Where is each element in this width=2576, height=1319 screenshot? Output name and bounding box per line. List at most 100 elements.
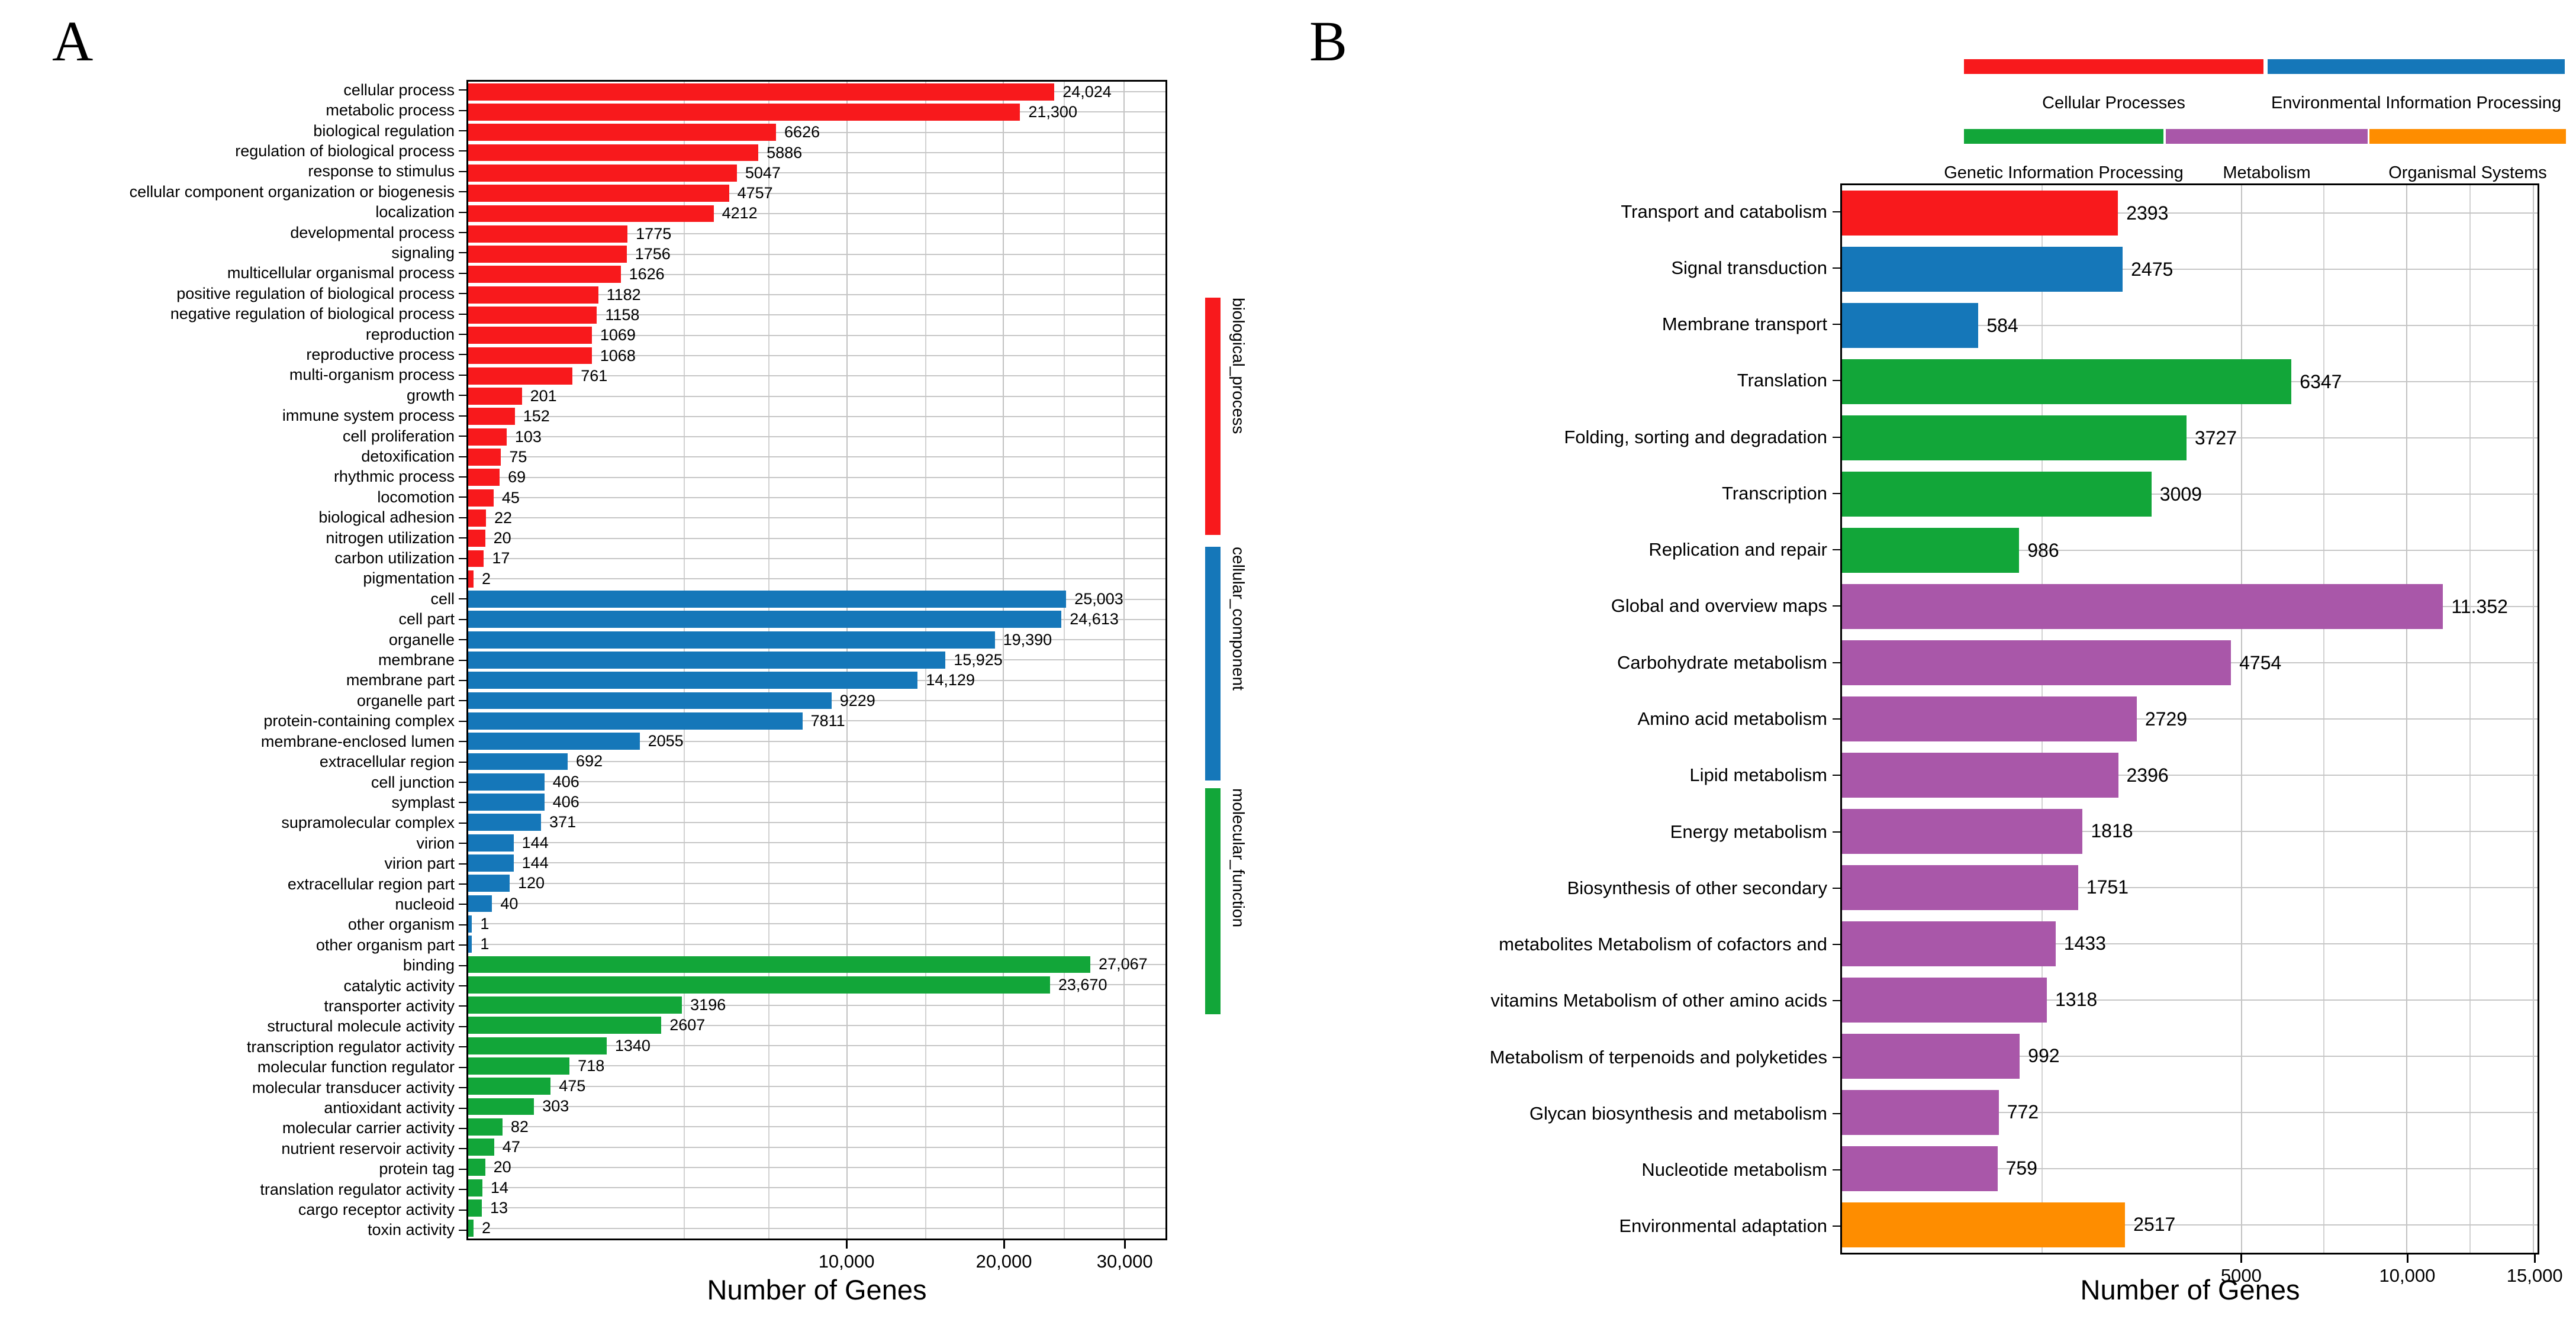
y-axis-tick — [459, 843, 466, 844]
row-gridline — [468, 415, 1165, 417]
category-label: Translation — [1444, 353, 1840, 409]
row-gridline — [468, 294, 1165, 296]
bar-row: 4757 — [468, 183, 1165, 203]
y-axis-tick — [459, 252, 466, 254]
row-gridline — [468, 233, 1165, 235]
panel-a-letter: A — [52, 9, 94, 73]
bar-row: 1626 — [468, 265, 1165, 285]
bar-value-label: 21,300 — [1028, 102, 1077, 121]
bar — [1842, 247, 2123, 292]
y-axis-tick — [459, 741, 466, 743]
bar-row: 23,670 — [468, 975, 1165, 995]
bar-row: 772 — [1842, 1084, 2538, 1140]
bar — [468, 83, 1055, 101]
bar — [1842, 808, 2083, 854]
bar — [468, 976, 1050, 994]
bar — [468, 672, 918, 689]
bar-row: 9229 — [468, 691, 1165, 711]
bar-row: 20 — [468, 528, 1165, 549]
row-gridline — [468, 882, 1165, 884]
bar-row: 371 — [468, 812, 1165, 833]
bar-value-label: 3009 — [2159, 483, 2202, 505]
bar — [468, 509, 486, 527]
y-axis-tick — [459, 130, 466, 132]
bar-value-label: 24,024 — [1062, 82, 1112, 101]
bar-row: 759 — [1842, 1140, 2538, 1197]
legend-label: Metabolism — [2223, 163, 2311, 182]
bar-value-label: 1 — [480, 914, 490, 933]
bar-value-label: 23,670 — [1058, 975, 1107, 994]
category-label: translation regulator activity — [0, 1179, 466, 1199]
y-axis-tick — [459, 1209, 466, 1211]
row-gridline — [1842, 212, 2538, 214]
bar-value-label: 24,613 — [1070, 610, 1119, 628]
facet-strip-cellular-component: cellular_component — [1205, 546, 1282, 781]
bar-row: 27,067 — [468, 954, 1165, 975]
bar-row: 761 — [468, 366, 1165, 386]
panel-b-plot: 2393 2475 584 6347 3727 3009 986 11.352 4754 2729… — [1840, 183, 2539, 1254]
category-label: localization — [0, 202, 466, 222]
bar-row: 3196 — [468, 995, 1165, 1015]
bar — [468, 753, 568, 770]
bar-row: 14 — [468, 1178, 1165, 1198]
bar-row: 1340 — [468, 1036, 1165, 1056]
y-axis-tick — [459, 618, 466, 620]
panel-a-category-labels: cellular process metabolic process biologi… — [0, 80, 466, 1240]
row-gridline — [468, 862, 1165, 864]
panel-b-category-labels: Transport and catabolism Signal transduct… — [1444, 183, 1840, 1254]
row-gridline — [1842, 437, 2538, 439]
row-gridline — [1842, 494, 2538, 495]
y-axis-tick — [459, 904, 466, 905]
bar-row: 22 — [468, 508, 1165, 528]
bar — [468, 692, 832, 710]
facet-strip-color-bar — [1205, 788, 1221, 1014]
y-axis-tick — [459, 782, 466, 783]
bar-value-label: 45 — [501, 488, 520, 507]
legend-label: Environmental Information Processing — [2271, 93, 2562, 112]
bar — [468, 773, 545, 791]
bar-value-label: 4757 — [737, 184, 773, 202]
bar — [468, 875, 510, 892]
bar — [468, 895, 492, 912]
y-axis-tick — [1833, 324, 1840, 325]
category-label: Energy metabolism — [1444, 804, 1840, 860]
category-label: metabolites Metabolism of cofactors and — [1444, 916, 1840, 972]
row-gridline — [468, 1045, 1165, 1047]
bar-value-label: 103 — [514, 427, 542, 446]
bar-row: 1775 — [468, 224, 1165, 244]
bar-value-label: 22 — [494, 508, 512, 527]
category-label: signaling — [0, 243, 466, 263]
bar-row: 20 — [468, 1157, 1165, 1178]
panel-a-bars: 24,024 21,300 6626 5886 5047 4757 4212 1775 1756… — [468, 82, 1165, 1239]
y-axis-tick — [1833, 887, 1840, 889]
category-label: molecular function regulator — [0, 1057, 466, 1078]
bar — [468, 834, 514, 852]
bar-value-label: 5886 — [767, 143, 803, 162]
category-label: negative regulation of biological proces… — [0, 304, 466, 324]
bar-value-label: 759 — [2005, 1157, 2037, 1179]
bar-row: 40 — [468, 894, 1165, 914]
category-label: nutrient reservoir activity — [0, 1139, 466, 1159]
legend-label: Organismal Systems — [2388, 163, 2547, 182]
y-axis-tick — [459, 415, 466, 417]
row-gridline — [1842, 830, 2538, 832]
y-axis-tick — [459, 211, 466, 213]
bar-value-label: 25,003 — [1074, 590, 1123, 608]
category-label: protein-containing complex — [0, 711, 466, 731]
row-gridline — [1842, 943, 2538, 944]
category-label: Amino acid metabolism — [1444, 691, 1840, 747]
row-gridline — [1842, 269, 2538, 270]
bar-row: 120 — [468, 873, 1165, 894]
bar-value-label: 1068 — [600, 346, 636, 365]
bar-row: 1069 — [468, 325, 1165, 346]
row-gridline — [468, 497, 1165, 499]
row-gridline — [468, 334, 1165, 336]
bar-value-label: 201 — [530, 387, 557, 405]
bar-value-label: 2055 — [648, 732, 684, 750]
bar — [468, 1098, 534, 1115]
row-gridline — [468, 720, 1165, 722]
category-label: extracellular region part — [0, 874, 466, 894]
legend-swatch — [1964, 59, 2263, 74]
bar — [468, 104, 1020, 121]
y-axis-tick — [459, 883, 466, 885]
